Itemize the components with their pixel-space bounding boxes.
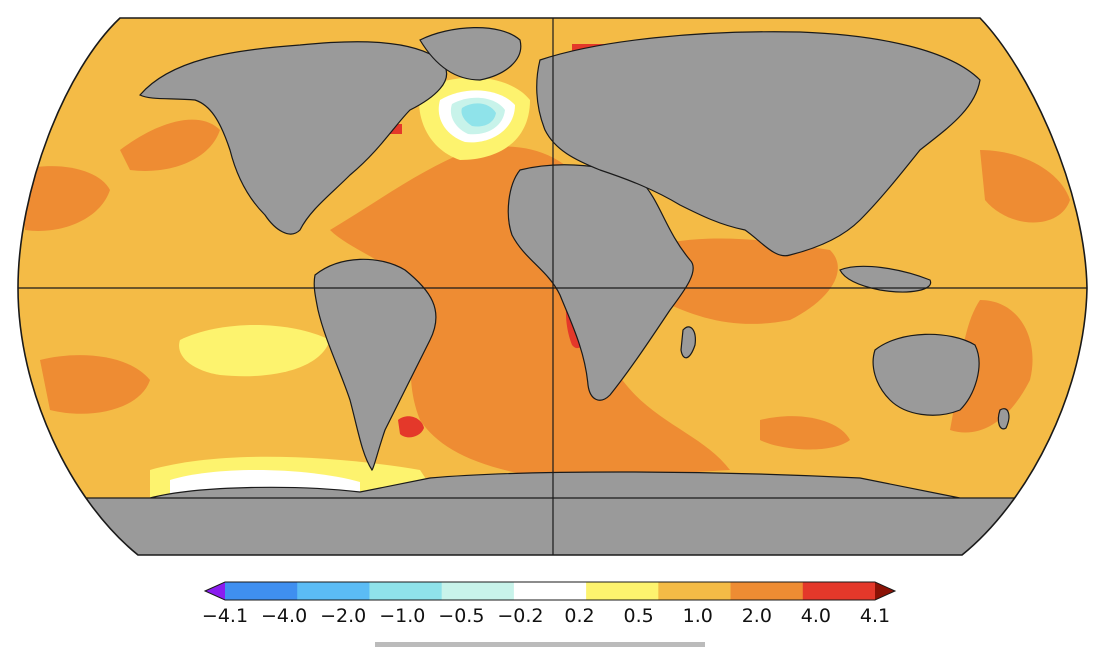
colorbar-tick-label: −1.0 [379, 605, 425, 627]
colorbar-segment [369, 582, 443, 600]
anomaly-pacific-east-orange [980, 150, 1070, 223]
anomaly-central-pacific-orange [120, 119, 220, 171]
land-masses [59, 27, 1051, 555]
colorbar-tick-label: −4.0 [261, 605, 307, 627]
colorbar-extend-min [205, 582, 225, 600]
colorbar-tick-label: 4.1 [860, 605, 890, 627]
colorbar-outline [203, 581, 897, 601]
land-greenland [419, 27, 522, 81]
colorbar-segment [513, 582, 587, 600]
colorbar-segment [297, 582, 370, 600]
land-eurasia [536, 31, 981, 257]
colorbar-segment [586, 582, 659, 600]
colorbar-tick-label: −0.2 [497, 605, 543, 627]
land-indonesia [839, 265, 932, 293]
anomaly-southwest-pacific-orange [950, 300, 1033, 433]
colorbar-segment [802, 582, 876, 600]
colorbar-tick-label: 1.0 [683, 605, 713, 627]
colorbar-segment [658, 582, 732, 600]
anomaly-field [18, 18, 1087, 555]
land-south-america [313, 258, 437, 471]
colorbar-extend-max [875, 582, 895, 600]
caption-cutoff [375, 642, 705, 647]
anomaly-pacific-west-orange [20, 166, 110, 231]
anomaly-pacific-yellow [179, 325, 330, 377]
colorbar-tick-label: 4.0 [801, 605, 831, 627]
land-antarctica [59, 471, 1051, 555]
anomaly-southern-orange [760, 416, 850, 450]
map-outline [17, 17, 1088, 556]
world-sst-anomaly-map [17, 17, 1088, 556]
colorbar-tick-label: 0.2 [564, 605, 594, 627]
colorbar-segments [205, 582, 895, 600]
colorbar-segment [225, 582, 298, 600]
colorbar-tick-labels: −4.1 −4.0 −2.0 −1.0 −0.5 −0.2 0.2 0.5 1.0 2.0 4.0 4… [202, 605, 890, 627]
colorbar-tick-label: 2.0 [742, 605, 772, 627]
colorbar-segment [730, 582, 804, 600]
colorbar-tick-label: 0.5 [624, 605, 654, 627]
land-australia [872, 333, 980, 416]
anomaly-north-atlantic-cyan [461, 103, 496, 127]
colorbar-tick-label: −4.1 [202, 605, 248, 627]
land-madagascar [680, 326, 696, 359]
colorbar-tick-label: −0.5 [438, 605, 484, 627]
anomaly-pacific-south-orange [40, 355, 150, 414]
colorbar: −4.1 −4.0 −2.0 −1.0 −0.5 −0.2 0.2 0.5 1.0 2.0 4.0 4… [202, 581, 897, 647]
colorbar-segment [441, 582, 515, 600]
land-new-zealand [997, 408, 1010, 430]
land-north-america [139, 41, 448, 235]
anomaly-south-atlantic-red [398, 416, 424, 438]
colorbar-tick-label: −2.0 [320, 605, 366, 627]
anomaly-atlantic-orange [330, 146, 730, 481]
